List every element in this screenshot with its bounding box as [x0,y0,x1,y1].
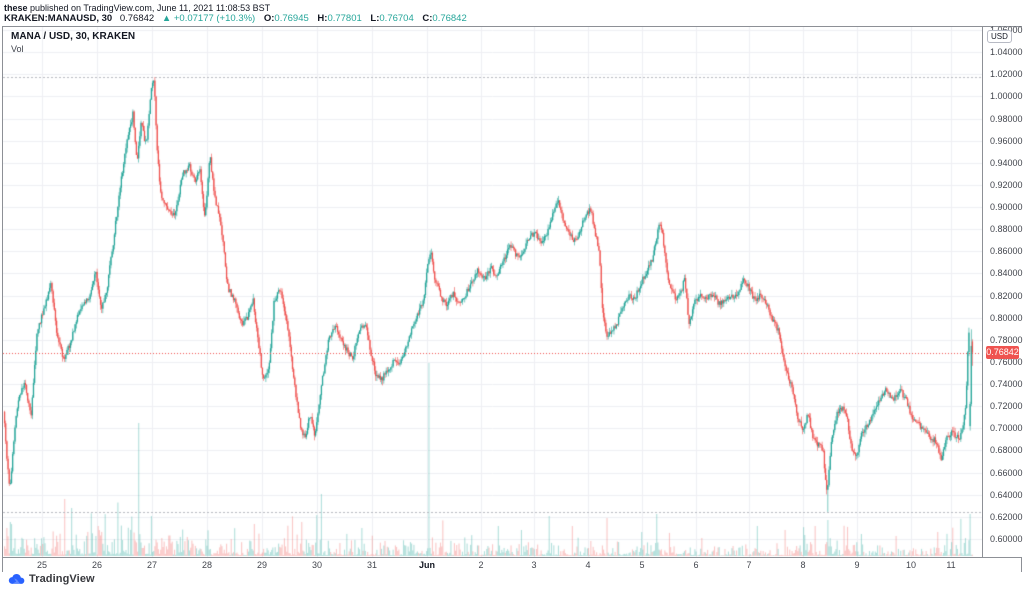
open-label: O: [263,13,275,24]
high-label: H: [317,13,328,24]
x-axis-tick-label: 25 [36,560,48,570]
tradingview-brand-text: TradingView [29,573,95,585]
y-axis-tick-label: 1.04000 [990,47,1023,58]
y-axis-tick-label: 0.74000 [990,379,1023,390]
y-axis-tick-label: 0.82000 [990,290,1023,301]
last-price-axis-badge: 0.76842 [986,346,1019,360]
y-axis-tick-label: 0.84000 [990,268,1023,279]
symbol-name: KRAKEN:MANAUSD, 30 [4,13,113,24]
x-axis-tick-label: 29 [256,560,268,570]
y-axis-tick-label: 0.70000 [990,423,1023,434]
x-axis-tick-label: Jun [418,560,436,570]
y-axis-tick-label: 0.60000 [990,534,1023,544]
candlestick-chart-canvas[interactable] [3,27,982,557]
x-axis-tick-label: 28 [201,560,213,570]
symbol-ohlc-line: KRAKEN:MANAUSD, 30 0.76842 ▲ +0.07177 (+… [4,13,467,24]
y-axis-tick-label: 0.90000 [990,202,1023,213]
y-axis-tick-label: 0.98000 [990,113,1023,124]
close-label: C: [422,13,433,24]
y-axis-tick-label: 0.86000 [990,246,1023,257]
y-axis-tick-label: 0.94000 [990,157,1023,168]
y-axis-tick-label: 0.96000 [990,135,1023,146]
y-axis-tick-label: 0.78000 [990,334,1023,345]
x-axis-tick-label: 10 [905,560,917,570]
y-axis-tick-label: 1.00000 [990,91,1023,102]
x-axis-tick-label: 4 [585,560,591,570]
close-value: 0.76842 [432,13,467,24]
y-axis-tick-label: 0.66000 [990,467,1023,478]
open-value: 0.76945 [274,13,309,24]
y-axis-tick-label: 0.64000 [990,489,1023,500]
last-price: 0.76842 [119,13,155,24]
author-username: these [4,3,28,13]
y-axis-tick-label: 0.72000 [990,401,1023,412]
time-axis-scale[interactable]: 25 26 27 28 29 30 31 Jun 2 3 4 5 6 7 8 9 10 11 [3,557,1021,572]
x-axis-tick-label: 8 [800,560,806,570]
x-axis-tick-label: 26 [91,560,103,570]
legend-volume-indicator: Vol [11,44,24,54]
legend-symbol-title: MANA / USD, 30, KRAKEN [11,31,136,42]
attribution-line: these published on TradingView.com, June… [4,3,270,13]
currency-badge[interactable]: USD [987,30,1012,43]
x-axis-tick-label: 11 [946,560,956,570]
price-change: ▲ +0.07177 (+10.3%) [161,13,256,24]
y-axis-tick-label: 0.76000 [990,356,1023,367]
low-label: L: [370,13,380,24]
x-axis-tick-label: 27 [146,560,158,570]
y-axis-tick-label: 1.02000 [990,69,1023,80]
x-axis-tick-label: 6 [693,560,699,570]
y-axis-tick-label: 0.62000 [990,511,1023,522]
x-axis-tick-label: 9 [854,560,860,570]
y-axis-tick-label: 0.68000 [990,445,1023,456]
attribution-text: published on TradingView.com, June 11, 2… [27,3,271,13]
chart-frame: MANA / USD, 30, KRAKEN Vol USD 0.76842 1… [2,25,1023,572]
tradingview-cloud-icon [8,574,25,584]
price-axis-scale[interactable]: USD 0.76842 1.060001.040001.020001.00000… [982,25,1023,557]
x-axis-tick-label: 2 [478,560,484,570]
y-axis-tick-label: 0.88000 [990,224,1023,235]
x-axis-tick-label: 3 [531,560,537,570]
tradingview-logo-link[interactable]: TradingView [8,573,95,585]
x-axis-tick-label: 5 [639,560,645,570]
x-axis-tick-label: 30 [311,560,323,570]
low-value: 0.76704 [379,13,414,24]
x-axis-tick-label: 31 [366,560,378,570]
high-value: 0.77801 [327,13,362,24]
y-axis-tick-label: 0.80000 [990,312,1023,323]
chart-legend: MANA / USD, 30, KRAKEN Vol [11,31,135,54]
x-axis-tick-label: 7 [746,560,752,570]
y-axis-tick-label: 0.92000 [990,179,1023,190]
price-pane[interactable]: MANA / USD, 30, KRAKEN Vol [3,27,982,557]
